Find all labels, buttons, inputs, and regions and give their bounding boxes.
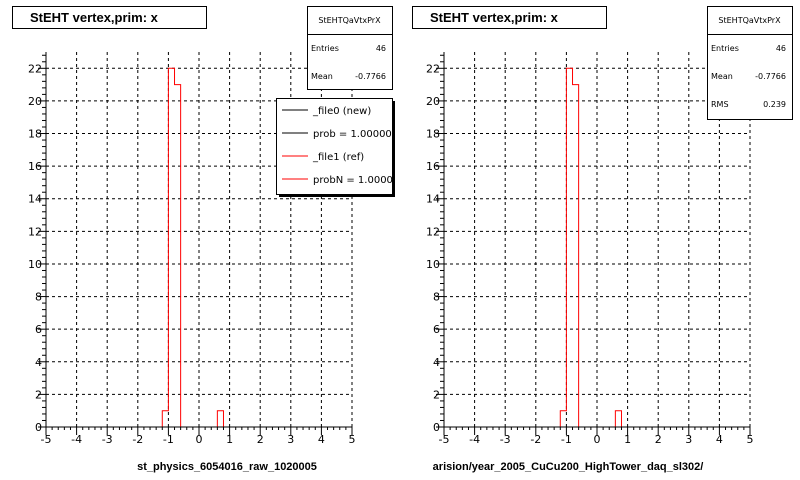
x-tick-label: 5 xyxy=(349,433,356,446)
legend-label: prob = 1.000000 xyxy=(313,129,398,140)
y-tick-label: 22 xyxy=(426,62,440,75)
y-tick-label: 14 xyxy=(426,193,440,206)
x-tick-label: -5 xyxy=(439,433,450,446)
y-tick-label: 16 xyxy=(426,160,440,173)
x-axis-label: st_physics_6054016_raw_1020005 xyxy=(137,461,317,473)
chart-title: StEHT vertex,prim: x xyxy=(430,10,559,25)
stats-label: Entries xyxy=(311,44,339,53)
x-tick-label: -1 xyxy=(561,433,572,446)
stats-name: StEHTQaVtxPrX xyxy=(318,16,381,25)
y-tick-label: 20 xyxy=(28,95,42,108)
x-tick-label: -3 xyxy=(500,433,511,446)
x-tick-label: 5 xyxy=(747,433,754,446)
x-axis-label: arision/year_2005_CuCu200_HighTower_daq_… xyxy=(433,461,704,473)
y-tick-label: 16 xyxy=(28,160,42,173)
y-tick-label: 0 xyxy=(35,421,42,434)
x-tick-label: -2 xyxy=(530,433,541,446)
legend-label: _file1 (ref) xyxy=(312,152,364,163)
stats-value: 0.239 xyxy=(763,100,786,109)
histogram-panel-2: -5 -4 -3 -2 -1 0 1 2 3 4 50246810121416182022StEHT… xyxy=(412,6,793,473)
x-tick-label: 4 xyxy=(318,433,325,446)
x-tick-label: 2 xyxy=(655,433,662,446)
stats-name: StEHTQaVtxPrX xyxy=(718,16,781,25)
legend-label: _file0 (new) xyxy=(312,106,371,117)
stats-label: RMS xyxy=(711,100,729,109)
y-tick-label: 2 xyxy=(35,388,42,401)
stats-value: -0.7766 xyxy=(755,72,786,81)
y-tick-label: 4 xyxy=(433,356,440,369)
y-tick-label: 20 xyxy=(426,95,440,108)
x-tick-label: 1 xyxy=(624,433,631,446)
x-tick-label: -1 xyxy=(163,433,174,446)
y-tick-label: 12 xyxy=(28,225,42,238)
y-tick-label: 14 xyxy=(28,193,42,206)
title-box xyxy=(412,6,607,29)
y-tick-label: 18 xyxy=(426,128,440,141)
x-tick-label: 0 xyxy=(594,433,601,446)
x-tick-label: 2 xyxy=(257,433,264,446)
y-tick-label: 0 xyxy=(433,421,440,434)
y-tick-label: 18 xyxy=(28,128,42,141)
x-tick-label: -4 xyxy=(469,433,480,446)
y-tick-label: 6 xyxy=(35,323,42,336)
histogram-panel-1: -5 -4 -3 -2 -1 0 1 2 3 4 50246810121416182022StEHT… xyxy=(12,6,406,473)
y-tick-label: 6 xyxy=(433,323,440,336)
x-tick-label: 3 xyxy=(685,433,692,446)
title-box xyxy=(12,6,207,29)
x-tick-label: 1 xyxy=(226,433,233,446)
y-tick-label: 22 xyxy=(28,62,42,75)
y-tick-label: 2 xyxy=(433,388,440,401)
stats-box xyxy=(707,6,793,120)
y-tick-label: 4 xyxy=(35,356,42,369)
x-tick-label: -2 xyxy=(132,433,143,446)
x-tick-label: 0 xyxy=(196,433,203,446)
y-tick-label: 10 xyxy=(28,258,42,271)
legend-label: probN = 1.000000 xyxy=(313,175,406,186)
stats-label: Mean xyxy=(711,72,733,81)
y-tick-label: 12 xyxy=(426,225,440,238)
chart-title: StEHT vertex,prim: x xyxy=(30,10,159,25)
stats-value: -0.7766 xyxy=(355,72,386,81)
y-tick-label: 10 xyxy=(426,258,440,271)
x-tick-label: 4 xyxy=(716,433,723,446)
stats-value: 46 xyxy=(376,44,386,53)
stats-value: 46 xyxy=(776,44,786,53)
stats-label: Entries xyxy=(711,44,739,53)
stats-box xyxy=(307,6,393,90)
stats-label: Mean xyxy=(311,72,333,81)
x-tick-label: -5 xyxy=(41,433,52,446)
x-tick-label: -4 xyxy=(71,433,82,446)
legend-entries: _file0 (new) prob = 1.000000 _file1 (ref) p… xyxy=(282,106,406,186)
x-tick-label: -3 xyxy=(102,433,113,446)
x-tick-label: 3 xyxy=(287,433,294,446)
y-tick-label: 8 xyxy=(35,291,42,304)
y-tick-label: 8 xyxy=(433,291,440,304)
